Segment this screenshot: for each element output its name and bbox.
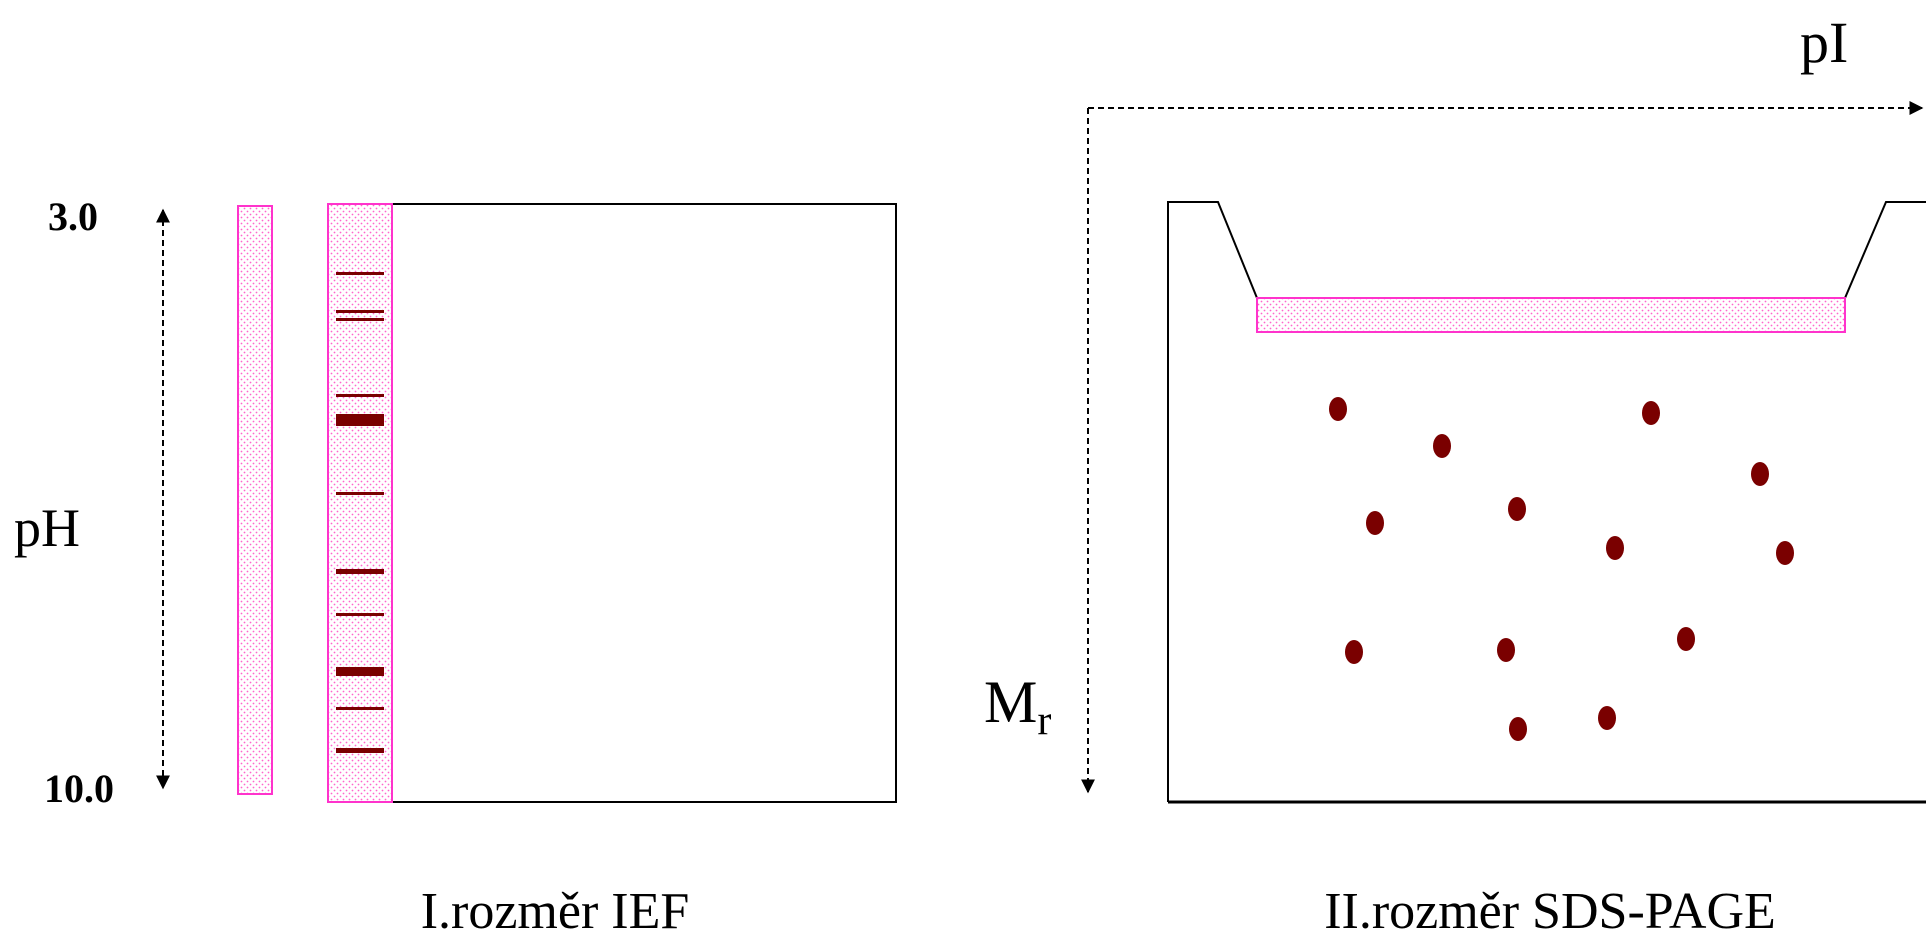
protein-spot — [1677, 627, 1695, 651]
ief-band — [336, 613, 384, 616]
sds-gel-cassette-outline — [1167, 201, 1926, 802]
ief-band — [336, 394, 384, 397]
protein-spot — [1433, 434, 1451, 458]
protein-spot — [1751, 462, 1769, 486]
ief-band — [336, 569, 384, 574]
ief-strip-loaded — [1256, 297, 1846, 333]
mr-label-subscript: r — [1037, 698, 1051, 744]
protein-spot — [1508, 497, 1526, 521]
protein-spot — [1497, 638, 1515, 662]
protein-spot — [1776, 541, 1794, 565]
ph-bottom-label: 10.0 — [44, 766, 114, 811]
ief-strip-on-gel — [327, 203, 393, 803]
ph-top-label: 3.0 — [48, 194, 98, 239]
protein-spot — [1329, 397, 1347, 421]
ief-band — [336, 414, 384, 426]
ief-band — [336, 272, 384, 275]
ief-caption: I.rozměr IEF — [421, 883, 690, 936]
ief-strip-single — [237, 205, 273, 795]
ph-axis-label: pH — [14, 498, 80, 558]
protein-spot — [1642, 401, 1660, 425]
sds-page-panel: pI Mr II.rozměr SDS-PAGE — [984, 10, 1926, 936]
protein-spot — [1598, 706, 1616, 730]
mr-label-main: M — [984, 669, 1037, 735]
pi-axis-label: pI — [1800, 10, 1848, 75]
ief-bands — [336, 272, 384, 753]
ief-band — [336, 310, 384, 313]
ief-band — [336, 492, 384, 495]
ief-band — [336, 318, 384, 321]
protein-spot — [1366, 511, 1384, 535]
protein-spot — [1345, 640, 1363, 664]
protein-spot — [1606, 536, 1624, 560]
gel-slab-frame — [327, 203, 897, 803]
mr-axis-label: Mr — [984, 669, 1051, 744]
sds-page-caption: II.rozměr SDS-PAGE — [1324, 883, 1776, 936]
ief-band — [336, 667, 384, 676]
ief-band — [336, 707, 384, 710]
protein-spot — [1509, 717, 1527, 741]
ief-band — [336, 748, 384, 753]
ief-panel: 3.0 10.0 pH I.rozměr IEF — [14, 194, 897, 936]
protein-spots — [1329, 397, 1794, 741]
